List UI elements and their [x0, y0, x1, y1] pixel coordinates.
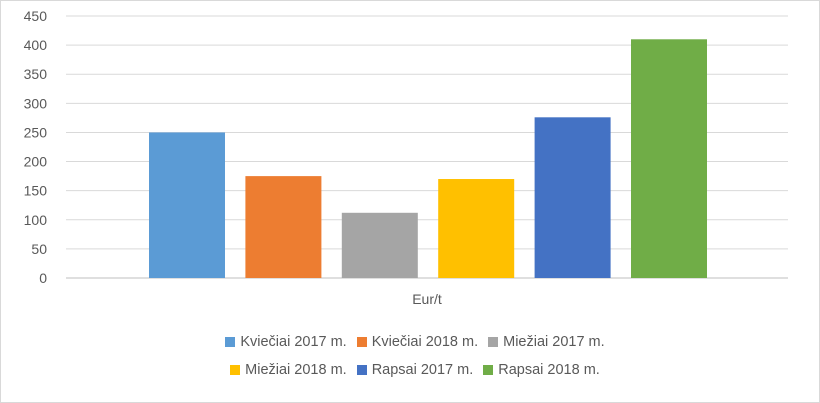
y-axis-ticks: 0 50 100 150 200 250 300 350 400 450 [24, 8, 48, 286]
legend-label: Kviečiai 2018 m. [371, 334, 479, 350]
y-tick-label: 400 [24, 37, 48, 53]
legend-swatch [356, 365, 367, 375]
legend-label: Kviečiai 2017 m. [240, 334, 347, 350]
y-tick-label: 350 [24, 66, 48, 82]
legend-label: Miežiai 2018 m. [245, 362, 347, 378]
legend-item-kvieciai-2017: Kviečiai 2017 m. [225, 334, 347, 350]
bar-rapsai-2017-m [534, 117, 611, 278]
legend-label: Rapsai 2017 m. [371, 362, 474, 378]
legend-label: Rapsai 2018 m. [498, 362, 600, 378]
legend-row-1: Kviečiai 2017 m. Kviečiai 2018 m. Miežia… [170, 328, 660, 356]
legend-swatch [356, 337, 367, 347]
bar-kvie-iai-2017-m [149, 132, 225, 278]
bar-mie-iai-2017-m [341, 212, 418, 278]
legend-item-rapsai-2018: Rapsai 2018 m. [483, 362, 600, 378]
legend-label: Miežiai 2017 m. [503, 334, 605, 350]
y-tick-label: 250 [24, 124, 48, 140]
y-tick-label: 200 [24, 154, 48, 170]
y-tick-label: 450 [24, 8, 48, 24]
legend-item-meziai-2018: Miežiai 2018 m. [230, 362, 347, 378]
legend: Kviečiai 2017 m. Kviečiai 2018 m. Miežia… [170, 328, 660, 384]
legend-item-kvieciai-2018: Kviečiai 2018 m. [356, 334, 479, 350]
y-tick-label: 0 [39, 270, 47, 286]
bar-rapsai-2018-m [631, 39, 707, 279]
y-tick-label: 100 [24, 212, 48, 228]
bar-kvie-iai-2018-m [245, 176, 322, 278]
legend-swatch [488, 337, 499, 347]
bar-mie-iai-2018-m [438, 179, 515, 278]
legend-item-meziai-2017: Miežiai 2017 m. [488, 334, 605, 350]
legend-row-2: Miežiai 2018 m. Rapsai 2017 m. Rapsai 20… [170, 356, 660, 384]
legend-swatch [483, 365, 494, 375]
bars [149, 39, 707, 279]
y-tick-label: 50 [31, 241, 47, 257]
y-tick-label: 300 [24, 95, 48, 111]
legend-swatch [225, 337, 236, 347]
legend-swatch [230, 365, 241, 375]
y-tick-label: 150 [24, 183, 48, 199]
bar-chart: 0 50 100 150 200 250 300 350 400 450 Eur/t [24, 8, 788, 307]
legend-item-rapsai-2017: Rapsai 2017 m. [356, 362, 474, 378]
category-label: Eur/t [412, 291, 442, 307]
